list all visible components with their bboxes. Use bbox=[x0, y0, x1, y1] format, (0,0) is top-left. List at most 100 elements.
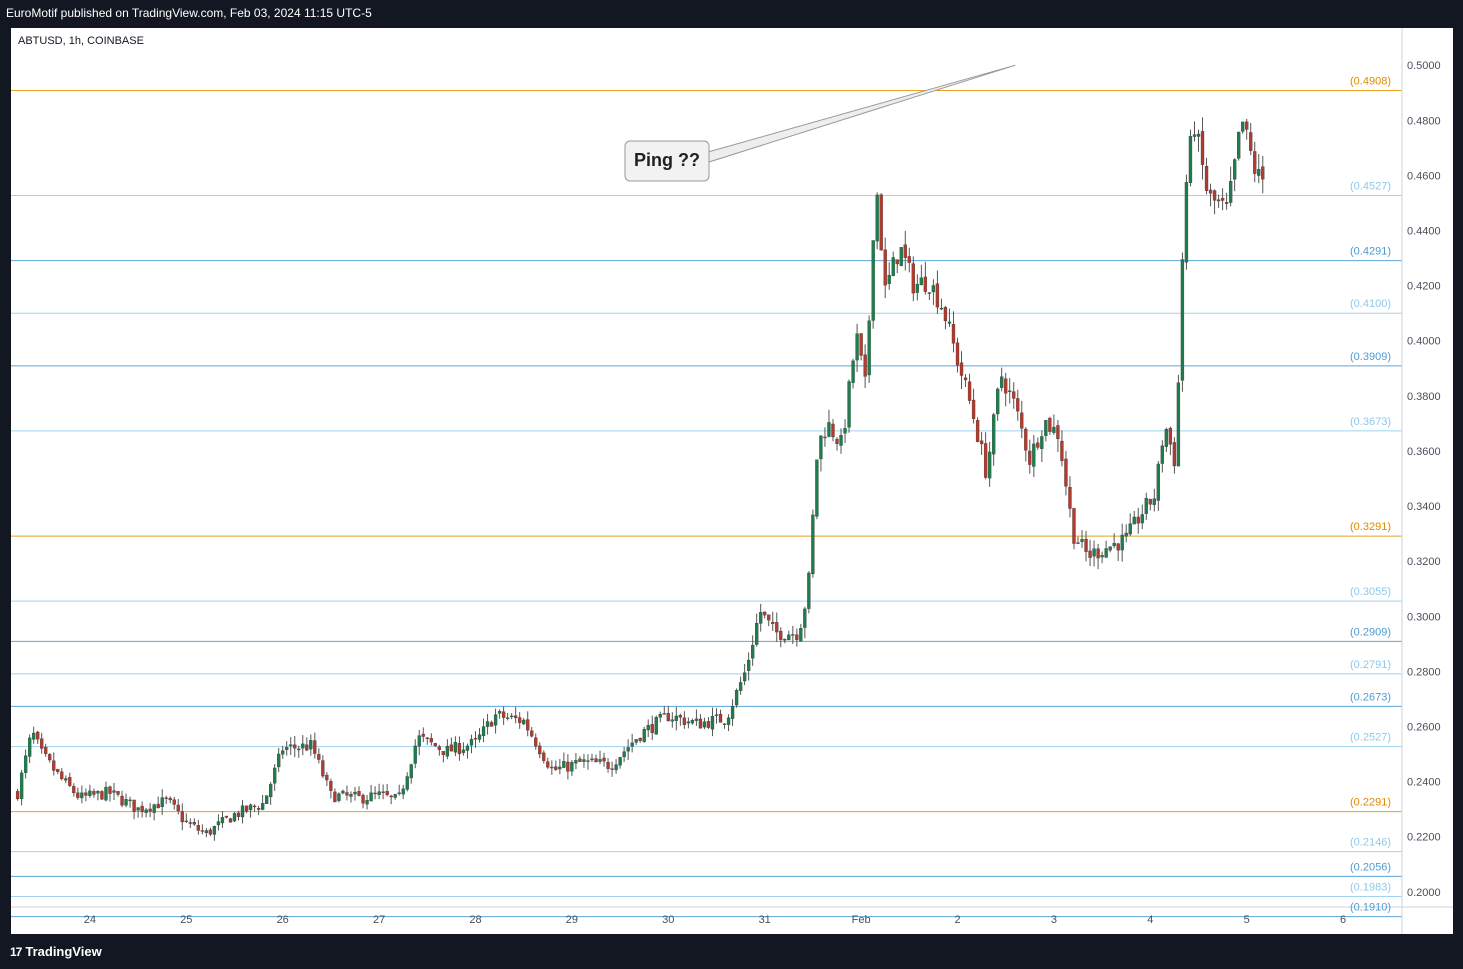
candle-down bbox=[317, 754, 321, 760]
candle-down bbox=[662, 713, 666, 715]
candle-up bbox=[1100, 555, 1104, 558]
callout-pointer bbox=[700, 64, 1016, 163]
candle-down bbox=[566, 761, 570, 772]
candle-down bbox=[767, 614, 771, 621]
candle-down bbox=[1200, 131, 1205, 165]
candle-up bbox=[574, 760, 578, 764]
candle-up bbox=[819, 435, 823, 460]
candle-up bbox=[646, 725, 650, 731]
candle-up bbox=[240, 805, 245, 818]
candle-down bbox=[176, 804, 180, 812]
candle-down bbox=[1060, 440, 1064, 461]
time-tick-label: 6 bbox=[1340, 914, 1346, 926]
candle-up bbox=[309, 740, 313, 750]
candle-down bbox=[148, 808, 152, 812]
price-tick-label: 0.2600 bbox=[1407, 722, 1441, 734]
candle-down bbox=[244, 805, 249, 812]
candle-up bbox=[1120, 534, 1124, 551]
candle-up bbox=[268, 783, 273, 798]
candle-down bbox=[385, 791, 389, 796]
level-label: (0.4527) bbox=[1350, 181, 1391, 193]
candle-up bbox=[614, 764, 618, 771]
candle-up bbox=[136, 807, 140, 811]
candle-up bbox=[289, 744, 293, 747]
candle-down bbox=[606, 761, 610, 769]
candle-up bbox=[891, 257, 895, 276]
candle-up bbox=[353, 791, 357, 795]
callout-text: Ping ?? bbox=[634, 150, 700, 170]
candle-up bbox=[397, 792, 401, 794]
candle-up bbox=[1140, 514, 1144, 524]
candle-down bbox=[40, 738, 44, 749]
candle-down bbox=[1208, 189, 1213, 194]
candle-up bbox=[787, 634, 791, 641]
candle-up bbox=[301, 743, 305, 749]
candle-down bbox=[1253, 151, 1257, 174]
candle-up bbox=[1132, 516, 1136, 525]
candle-up bbox=[461, 749, 466, 753]
candle-down bbox=[188, 822, 192, 824]
candle-down bbox=[1072, 508, 1076, 544]
candle-up bbox=[867, 320, 871, 376]
candle-down bbox=[172, 799, 176, 805]
candle-up bbox=[987, 451, 992, 479]
candle-down bbox=[1220, 197, 1225, 201]
candle-down bbox=[501, 711, 506, 718]
candle-up bbox=[947, 321, 952, 324]
candle-down bbox=[1245, 121, 1249, 130]
time-tick-label: Feb bbox=[852, 914, 871, 926]
candle-down bbox=[489, 722, 494, 727]
candle-up bbox=[393, 794, 397, 798]
candle-down bbox=[1056, 425, 1060, 440]
candle-down bbox=[132, 799, 136, 812]
time-tick-label: 5 bbox=[1244, 914, 1250, 926]
candle-down bbox=[1088, 550, 1092, 558]
price-tick-label: 0.3800 bbox=[1407, 391, 1441, 403]
candle-down bbox=[923, 276, 928, 292]
price-tick-label: 0.4800 bbox=[1407, 115, 1441, 127]
candle-down bbox=[602, 757, 606, 762]
candle-down bbox=[168, 798, 172, 801]
candle-down bbox=[1020, 412, 1024, 429]
level-label: (0.2291) bbox=[1350, 797, 1391, 809]
candle-up bbox=[791, 634, 795, 636]
candle-down bbox=[863, 354, 867, 377]
candle-up bbox=[730, 706, 735, 719]
candle-down bbox=[44, 746, 48, 754]
tradingview-footer[interactable]: 17 TradingView bbox=[10, 944, 102, 959]
candle-up bbox=[297, 748, 301, 751]
candle-up bbox=[851, 360, 855, 383]
time-tick-label: 29 bbox=[566, 914, 578, 926]
candle-down bbox=[883, 249, 887, 286]
price-tick-label: 0.3600 bbox=[1407, 446, 1441, 458]
candle-down bbox=[903, 244, 907, 258]
price-tick-label: 0.2000 bbox=[1407, 887, 1441, 899]
time-tick-label: 25 bbox=[180, 914, 192, 926]
candle-down bbox=[666, 712, 670, 722]
level-label: (0.2673) bbox=[1350, 691, 1391, 703]
chart-panel[interactable]: Ping ?? 0.5000 0.4800 0.4600 0.4400 0.4200 0.… bbox=[11, 28, 1453, 934]
candle-down bbox=[594, 758, 598, 763]
candle-down bbox=[192, 822, 196, 825]
level-label: (0.3291) bbox=[1350, 521, 1391, 533]
candle-down bbox=[1048, 417, 1052, 432]
candle-up bbox=[915, 283, 919, 293]
level-label: (0.3673) bbox=[1350, 416, 1391, 428]
candle-up bbox=[626, 747, 630, 752]
candle-up bbox=[1192, 134, 1197, 137]
candle-up bbox=[413, 745, 417, 764]
candle-up bbox=[493, 714, 498, 726]
candle-up bbox=[742, 672, 747, 682]
publisher-line: EuroMotif published on TradingView.com, … bbox=[6, 6, 372, 20]
level-label: (0.2146) bbox=[1350, 837, 1391, 849]
candle-down bbox=[164, 797, 168, 799]
candle-up bbox=[1104, 548, 1108, 558]
candle-up bbox=[477, 734, 482, 740]
candle-down bbox=[546, 761, 550, 768]
candle-down bbox=[72, 786, 76, 794]
candle-down bbox=[252, 805, 257, 808]
candle-up bbox=[1237, 131, 1241, 159]
chart-svg[interactable]: Ping ?? 0.50000.48000.46000.44000.42000.… bbox=[11, 28, 1453, 934]
candle-up bbox=[124, 799, 128, 806]
candle-up bbox=[939, 307, 944, 310]
